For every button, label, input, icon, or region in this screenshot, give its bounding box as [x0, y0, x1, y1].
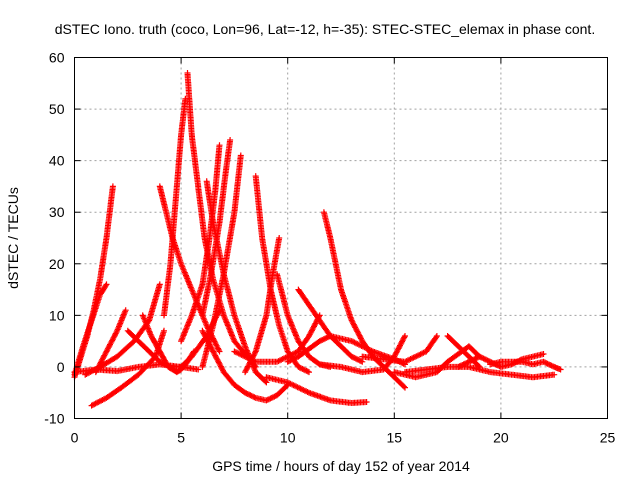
data-point-markers [231, 312, 323, 365]
series-pass-j [161, 95, 189, 319]
y-tick-label: -10 [44, 411, 64, 427]
y-axis-label: dSTEC / TECUs [5, 187, 21, 289]
data-point-markers [161, 95, 189, 319]
y-tick-label: 20 [49, 256, 65, 272]
data-point-markers [402, 363, 558, 381]
series-pass-ae [487, 358, 564, 373]
data-marks [71, 70, 564, 409]
data-point-markers [242, 235, 283, 376]
y-tick-label: 40 [49, 153, 65, 169]
series-pass-r [242, 235, 283, 376]
axis-ticks: 0 5 10 15 20 25 -10 0 10 20 30 40 50 60 [44, 50, 615, 446]
series-pass-d [88, 327, 167, 409]
x-tick-label: 20 [493, 430, 509, 446]
data-point-markers [316, 333, 408, 376]
x-tick-label: 15 [387, 430, 403, 446]
series-pass-ac [402, 363, 558, 381]
y-tick-label: 0 [57, 359, 65, 375]
series-pass-v [263, 374, 370, 406]
data-point-markers [487, 358, 564, 373]
data-point-markers [88, 327, 167, 409]
series-pass-n [199, 137, 234, 319]
series-pass-p [199, 327, 291, 404]
series-pass-h [139, 312, 197, 376]
x-tick-label: 0 [71, 430, 79, 446]
x-axis-label: GPS time / hours of day 152 of year 2014 [212, 458, 470, 474]
x-tick-label: 10 [280, 430, 296, 446]
chart-title: dSTEC Iono. truth (coco, Lon=96, Lat=-12… [55, 21, 595, 37]
y-tick-label: 50 [49, 101, 65, 117]
x-tick-label: 25 [600, 430, 616, 446]
series-pass-z [359, 333, 440, 365]
series-pass-f [92, 307, 129, 376]
plot-frame [74, 57, 608, 419]
data-point-markers [139, 312, 197, 376]
data-point-markers [359, 333, 440, 365]
y-tick-label: 60 [49, 50, 65, 66]
series-pass-y [316, 333, 408, 376]
y-tick-label: 10 [49, 307, 65, 323]
y-tick-label: 30 [49, 204, 65, 220]
data-point-markers [199, 327, 291, 404]
data-point-markers [263, 374, 370, 406]
x-tick-label: 5 [177, 430, 185, 446]
series-pass-t [231, 312, 323, 365]
data-point-markers [92, 307, 129, 376]
data-point-markers [199, 137, 234, 319]
